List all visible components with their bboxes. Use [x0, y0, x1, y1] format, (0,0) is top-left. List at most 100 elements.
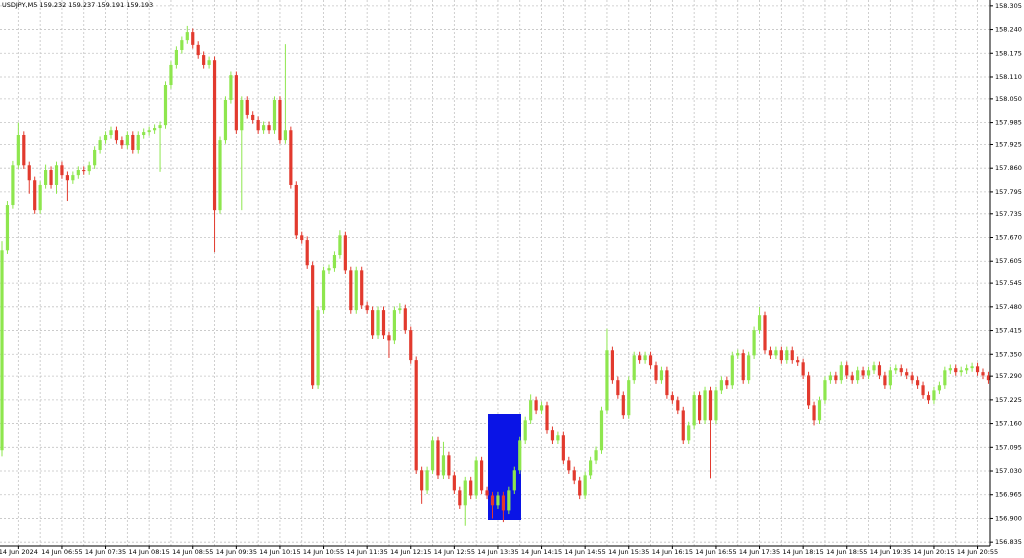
candle-body	[877, 365, 882, 376]
candle-body	[529, 400, 533, 421]
candle-body	[82, 170, 86, 172]
candle-body	[654, 365, 658, 381]
candle-body	[676, 400, 680, 411]
candle-body	[278, 99, 282, 141]
y-tick-label: 157.030	[995, 467, 1022, 475]
x-tick-label: 14 Jun 08:55	[172, 548, 213, 556]
candle-body	[981, 372, 985, 376]
candle-body	[970, 366, 974, 369]
candle-body	[136, 134, 140, 150]
candle-body	[916, 380, 920, 386]
candle-body	[480, 460, 484, 491]
x-tick-label: 14 Jun 20:55	[957, 548, 998, 556]
candle-body	[578, 480, 582, 496]
candle-body	[861, 370, 865, 376]
candle-body	[103, 134, 108, 141]
candle-body	[234, 75, 238, 131]
y-tick-label: 157.670	[995, 234, 1022, 242]
candle-body	[5, 205, 10, 251]
candle-body	[49, 170, 53, 185]
x-tick-label: 14 Jun 08:15	[129, 548, 170, 556]
y-tick-label: 156.965	[995, 491, 1022, 499]
candle-body	[349, 270, 353, 311]
candle-body	[872, 365, 876, 371]
candle-body	[692, 395, 696, 426]
candle-body	[185, 32, 189, 41]
y-tick-label: 158.240	[995, 26, 1022, 34]
candle-body	[365, 305, 369, 311]
candle-body	[703, 390, 707, 421]
candle-body	[321, 270, 326, 311]
x-tick-label: 14 Jun 18:15	[783, 548, 824, 556]
candle-body	[87, 165, 91, 172]
candle-body	[294, 184, 298, 236]
candle-body	[850, 375, 854, 381]
candle-body	[550, 430, 555, 441]
candle-body	[420, 470, 424, 491]
y-tick-label: 158.175	[995, 49, 1022, 57]
candle-body	[834, 375, 838, 381]
y-tick-label: 157.860	[995, 164, 1022, 172]
candle-body	[757, 315, 762, 331]
candle-body	[430, 440, 435, 471]
candle-body	[926, 395, 931, 401]
candle-body	[142, 132, 146, 135]
candle-body	[485, 490, 489, 496]
x-tick-label: 14 Jun 17:35	[739, 548, 780, 556]
x-tick-label: 14 Jun 09:35	[216, 548, 257, 556]
candle-body	[632, 355, 636, 381]
candle-body	[621, 395, 625, 416]
candle-body	[414, 360, 418, 471]
candle-body	[523, 420, 527, 441]
y-tick-label: 157.290	[995, 372, 1022, 380]
candle-body	[823, 380, 827, 401]
candle-body	[120, 140, 124, 146]
x-tick-label: 14 Jun 13:35	[477, 548, 518, 556]
candle-body	[501, 495, 505, 511]
candle-body	[44, 170, 48, 185]
x-tick-label: 14 Jun 2024	[0, 548, 38, 556]
candle-body	[251, 114, 255, 121]
y-tick-label: 156.835	[995, 538, 1022, 546]
grid	[0, 0, 990, 546]
candle-body	[174, 49, 178, 65]
candle-body	[648, 355, 653, 366]
candle-body	[283, 130, 287, 141]
candle-body	[752, 330, 756, 356]
candle-body	[65, 175, 69, 181]
candle-body	[839, 365, 843, 381]
candle-body	[556, 435, 560, 441]
candle-body	[267, 125, 271, 131]
candles	[0, 25, 991, 526]
candle-body	[708, 390, 713, 421]
y-tick-label: 156.900	[995, 514, 1022, 522]
candle-body	[910, 375, 914, 381]
x-tick-label: 14 Jun 07:35	[85, 548, 126, 556]
candle-body	[371, 310, 375, 336]
candle-body	[38, 184, 42, 211]
candle-body	[954, 368, 958, 373]
x-tick-label: 14 Jun 11:35	[347, 548, 388, 556]
candle-body	[262, 125, 266, 131]
candle-body	[338, 235, 342, 256]
candle-body	[191, 32, 195, 45]
candle-body	[343, 235, 347, 271]
candle-body	[240, 99, 244, 131]
candle-body	[932, 390, 936, 401]
y-tick-label: 157.925	[995, 140, 1022, 148]
candle-body	[196, 44, 200, 56]
candle-body	[583, 475, 587, 496]
candle-body	[883, 375, 887, 386]
y-tick-label: 158.305	[995, 2, 1022, 10]
y-tick-label: 157.160	[995, 420, 1022, 428]
candle-body	[747, 355, 751, 381]
candle-body	[817, 400, 822, 421]
candle-body	[360, 270, 364, 306]
candle-body	[943, 370, 947, 386]
candle-body	[16, 134, 20, 166]
candle-body	[986, 375, 991, 381]
candle-body	[812, 405, 816, 421]
candle-body	[719, 380, 723, 391]
candle-body	[474, 460, 478, 496]
candle-body	[828, 375, 832, 381]
